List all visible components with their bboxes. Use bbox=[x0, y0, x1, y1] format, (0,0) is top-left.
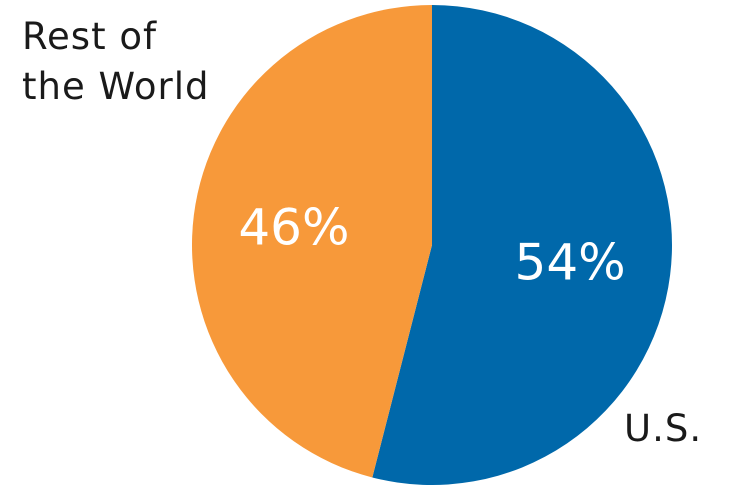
pie-slices bbox=[191, 4, 672, 485]
category-label-us: U.S. bbox=[624, 407, 702, 450]
pie-value-labels: 54% 46% bbox=[238, 199, 625, 292]
pie-value-label-rest-of-world: 46% bbox=[238, 199, 349, 257]
category-label-rest-line-1: Rest of bbox=[22, 15, 157, 58]
category-label-rest-line-2: the World bbox=[22, 65, 210, 108]
pie-value-label-us: 54% bbox=[515, 233, 626, 291]
pie-category-labels: Rest of the World U.S. bbox=[22, 15, 702, 450]
pie-slice-rest-of-world bbox=[191, 4, 432, 478]
pie-slice-us bbox=[372, 5, 672, 485]
